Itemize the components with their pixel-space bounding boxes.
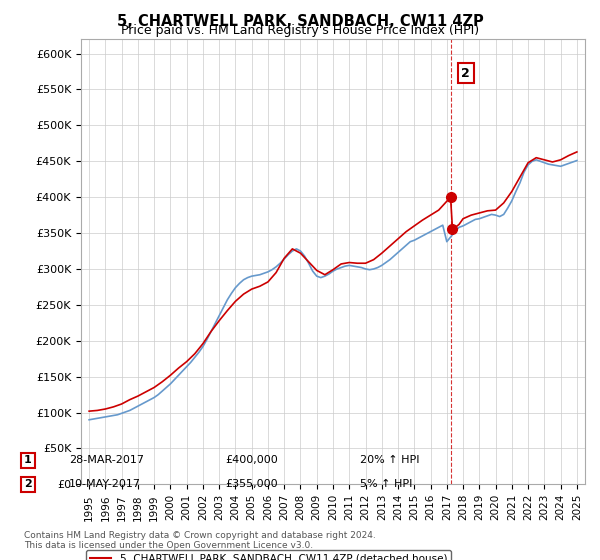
Text: 28-MAR-2017: 28-MAR-2017 [69, 455, 144, 465]
Text: 20% ↑ HPI: 20% ↑ HPI [360, 455, 419, 465]
Text: £355,000: £355,000 [225, 479, 278, 489]
Text: Price paid vs. HM Land Registry's House Price Index (HPI): Price paid vs. HM Land Registry's House … [121, 24, 479, 37]
Text: 1: 1 [24, 455, 32, 465]
Legend: 5, CHARTWELL PARK, SANDBACH, CW11 4ZP (detached house), HPI: Average price, deta: 5, CHARTWELL PARK, SANDBACH, CW11 4ZP (d… [86, 550, 451, 560]
Text: 2: 2 [461, 67, 470, 80]
Text: 5% ↑ HPI: 5% ↑ HPI [360, 479, 412, 489]
Text: Contains HM Land Registry data © Crown copyright and database right 2024.
This d: Contains HM Land Registry data © Crown c… [24, 530, 376, 550]
Text: 10-MAY-2017: 10-MAY-2017 [69, 479, 141, 489]
Text: 5, CHARTWELL PARK, SANDBACH, CW11 4ZP: 5, CHARTWELL PARK, SANDBACH, CW11 4ZP [116, 14, 484, 29]
Text: 2: 2 [24, 479, 32, 489]
Text: £400,000: £400,000 [225, 455, 278, 465]
